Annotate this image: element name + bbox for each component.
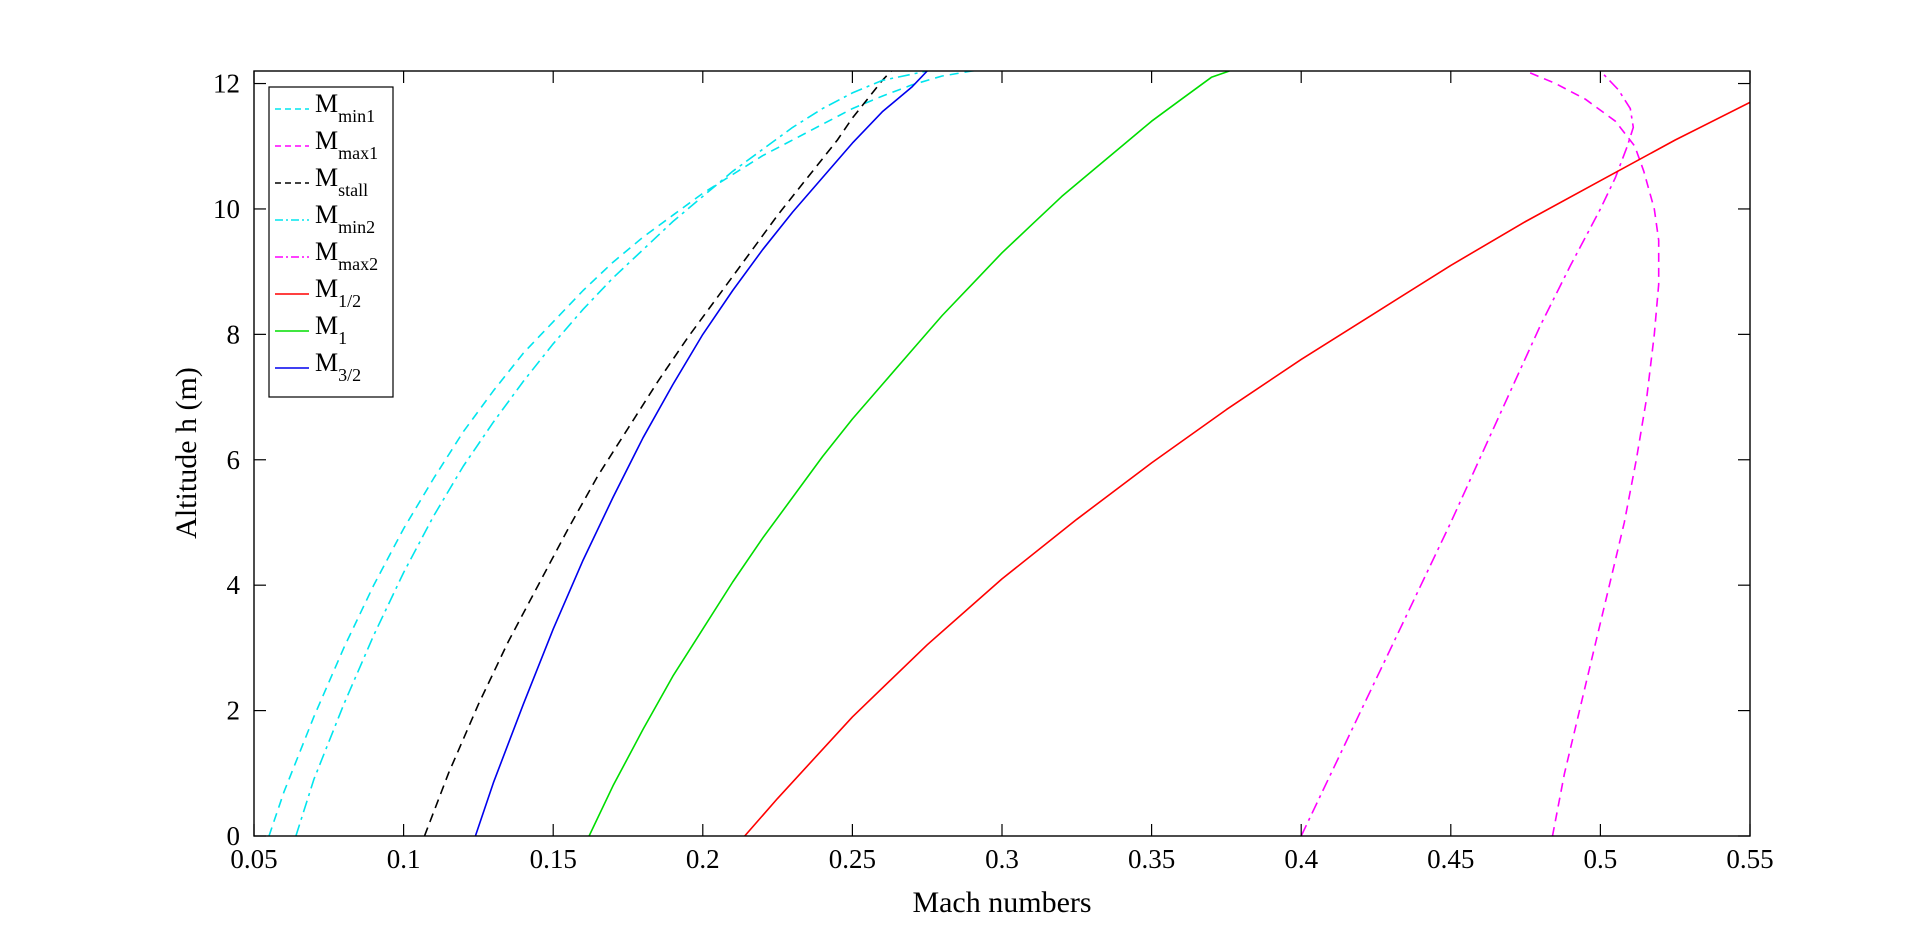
legend-entry: Mmax2 (315, 237, 378, 274)
legend-entry-name: M (315, 311, 338, 340)
series-line-min1 (268, 71, 987, 836)
x-tick-label: 0.3 (985, 844, 1019, 874)
legend-entry-name: M (315, 89, 338, 118)
legend-entry-name: M (315, 200, 338, 229)
legend-entry: M1/2 (315, 274, 361, 311)
x-axis-label: Mach numbers (912, 886, 1091, 919)
legend-entry-sub: stall (338, 180, 368, 200)
ticks-layer: 0.05 0.1 0.15 0.2 0.25 0.3 0.35 0.4 0.45 0.5 0.55 0… (213, 69, 1774, 874)
legend-entry-sub: 1 (338, 328, 347, 348)
legend-entry-name: M (315, 348, 338, 377)
legend-entry-sub: max2 (338, 254, 378, 274)
y-tick-label: 4 (227, 570, 241, 600)
x-tick-label: 0.55 (1726, 844, 1773, 874)
legend-entry-name: M (315, 163, 338, 192)
x-tick-label: 0.05 (230, 844, 277, 874)
y-tick-label: 0 (227, 821, 241, 851)
x-tick-label: 0.25 (829, 844, 876, 874)
y-tick-label: 2 (227, 696, 241, 726)
x-tick-label: 0.35 (1128, 844, 1175, 874)
legend-entry: M1 (315, 311, 347, 348)
legend-entry-sub: 3/2 (338, 365, 361, 385)
legend-entry: Mmax1 (315, 126, 378, 163)
series-line-1-2 (744, 101, 1750, 836)
x-tick-label: 0.45 (1427, 844, 1474, 874)
legend-entry: Mmin2 (315, 200, 375, 237)
legend-entry-name: M (315, 237, 338, 266)
legend-entry-sub: max1 (338, 143, 378, 163)
series-line-1 (588, 71, 1230, 836)
x-tick-label: 0.2 (686, 844, 720, 874)
y-tick-label: 8 (227, 319, 241, 349)
plot-frame (253, 70, 1751, 837)
y-tick-label: 6 (227, 445, 241, 475)
legend-entry-sub: min1 (338, 106, 375, 126)
series-layer (268, 71, 1750, 836)
series-line-3-2 (474, 71, 928, 836)
legend-entry: M3/2 (315, 348, 361, 385)
series-line-min2 (295, 71, 928, 836)
legend-entry-sub: 1/2 (338, 291, 361, 311)
legend-entry-name: M (315, 126, 338, 155)
series-line-max2 (1300, 71, 1635, 836)
legend-entry-name: M (315, 274, 338, 303)
legend-box (268, 86, 394, 398)
series-line-stall (423, 71, 892, 836)
x-tick-label: 0.1 (387, 844, 421, 874)
x-tick-label: 0.5 (1584, 844, 1618, 874)
y-tick-label: 10 (213, 194, 240, 224)
x-tick-label: 0.4 (1284, 844, 1318, 874)
series-line-max1 (1525, 71, 1660, 836)
legend-entry: Mmin1 (315, 89, 375, 126)
y-axis-label: Altitude h (m) (170, 367, 203, 539)
legend-entry: Mstall (315, 163, 368, 200)
x-tick-label: 0.15 (530, 844, 577, 874)
y-tick-label: 12 (213, 69, 240, 99)
legend-entry-sub: min2 (338, 217, 375, 237)
